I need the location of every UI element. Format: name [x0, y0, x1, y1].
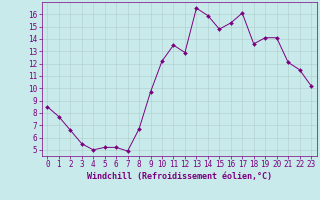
X-axis label: Windchill (Refroidissement éolien,°C): Windchill (Refroidissement éolien,°C)	[87, 172, 272, 181]
